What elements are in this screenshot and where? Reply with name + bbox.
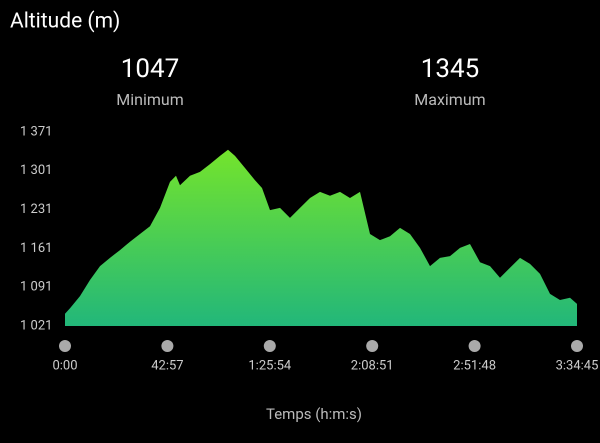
x-tick-dot bbox=[468, 340, 481, 352]
x-tick-label: 2:51:48 bbox=[453, 358, 496, 373]
y-tick-label: 1 091 bbox=[20, 280, 52, 295]
y-tick-label: 1 301 bbox=[20, 163, 52, 178]
x-tick-dot bbox=[571, 340, 583, 352]
stat-label: Minimum bbox=[116, 90, 183, 109]
x-tick-label: 42:57 bbox=[151, 358, 183, 373]
y-tick-label: 1 371 bbox=[20, 124, 52, 139]
x-tick-dot bbox=[263, 340, 276, 352]
area bbox=[65, 149, 577, 326]
y-tick-label: 1 161 bbox=[20, 241, 52, 256]
x-axis-label: Temps (h:m:s) bbox=[266, 405, 362, 423]
stat-value: 1345 bbox=[421, 54, 479, 84]
x-tick-dot bbox=[161, 340, 174, 352]
title: Altitude (m) bbox=[10, 10, 120, 34]
x-tick-label: 1:25:54 bbox=[248, 358, 292, 373]
x-tick-label: 2:08:51 bbox=[351, 358, 394, 373]
x-tick-dot bbox=[59, 340, 71, 352]
y-tick-label: 1 231 bbox=[20, 202, 52, 217]
stat-label: Maximum bbox=[414, 90, 485, 109]
x-tick-dot bbox=[366, 340, 379, 352]
stat-value: 1047 bbox=[121, 54, 179, 84]
x-tick-label: 0:00 bbox=[52, 358, 77, 373]
y-tick-label: 1 021 bbox=[20, 318, 52, 333]
x-tick-label: 3:34:45 bbox=[556, 358, 599, 373]
